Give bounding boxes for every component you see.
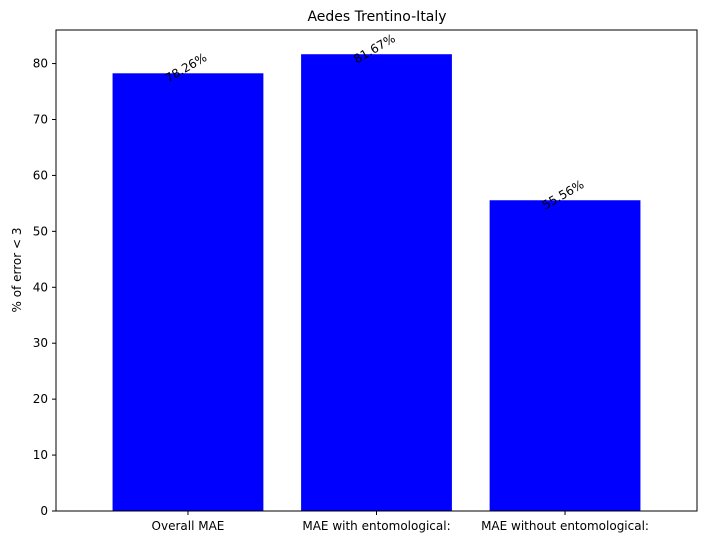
bar [489, 200, 641, 511]
y-tick-label: 0 [40, 504, 48, 518]
bars-group [112, 54, 641, 512]
y-tick-label: 50 [33, 224, 48, 238]
x-tick-label: Overall MAE [152, 519, 225, 533]
x-tick-label: MAE without entomological: [481, 519, 649, 533]
plot-frame [55, 29, 698, 512]
y-tick-label: 30 [33, 336, 48, 350]
y-tick-label: 10 [33, 448, 48, 462]
y-axis-label: % of error < 3 [10, 228, 24, 313]
x-axis: Overall MAE MAE with entomological: MAE wi… [152, 511, 649, 533]
y-tick-label: 70 [33, 112, 48, 126]
chart-title: Aedes Trentino-Italy [307, 9, 446, 25]
bar [301, 54, 452, 512]
y-tick-label: 80 [33, 57, 48, 71]
x-tick-label: MAE with entomological: [302, 519, 450, 533]
y-axis: 0 10 20 30 40 50 60 70 80 [33, 57, 56, 518]
y-tick-label: 20 [33, 392, 48, 406]
y-tick-label: 40 [33, 280, 48, 294]
y-tick-label: 60 [33, 168, 48, 182]
bar [112, 73, 264, 511]
